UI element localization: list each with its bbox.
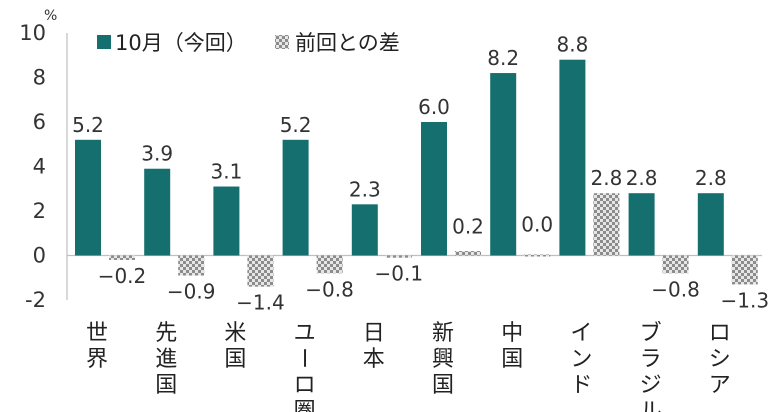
y-tick-label: 10 (19, 21, 46, 45)
legend-swatch-current (97, 35, 111, 49)
bar-current-6 (490, 73, 517, 256)
category-label-char: ル (640, 399, 662, 412)
bar-diff-6 (524, 254, 551, 257)
bar-current-5 (421, 122, 447, 256)
category-label: インド (570, 321, 592, 398)
bar-diff-1 (178, 255, 205, 276)
bar-diff-3 (316, 255, 343, 274)
category-label-char: ジ (640, 373, 662, 398)
bar-current-3 (282, 139, 309, 256)
bar-current-9 (697, 193, 724, 256)
legend: 10月（今回） 前回との差 (97, 31, 400, 55)
category-label-char: 国 (224, 347, 246, 372)
bar-diff-0 (109, 255, 135, 260)
data-label: 3.9 (141, 142, 173, 166)
category-label: 日本 (363, 321, 385, 372)
category-label-char: 進 (155, 347, 177, 372)
category-label-char: 世 (86, 321, 108, 346)
data-label: 2.8 (626, 166, 658, 190)
category-label-char: ン (570, 347, 592, 372)
category-label-char: ー (291, 347, 316, 369)
bar-current-4 (351, 204, 378, 256)
category-label: 新興国 (432, 321, 454, 398)
y-tick-label: 8 (33, 66, 46, 90)
legend-swatch-diff (275, 35, 289, 49)
data-label: −0.9 (167, 280, 216, 304)
category-label-char: ロ (709, 321, 731, 346)
category-label-char: ユ (294, 321, 316, 346)
category-label-char: 先 (155, 321, 177, 346)
category-label-char: 国 (155, 373, 177, 398)
category-label-char: ド (570, 373, 592, 398)
data-label: 0.0 (521, 213, 553, 237)
data-label: −0.2 (98, 264, 147, 288)
data-label: 5.2 (72, 113, 104, 137)
category-label-char: シ (709, 347, 731, 372)
data-label: 2.8 (695, 166, 727, 190)
data-label: 0.2 (452, 215, 484, 239)
category-label-char: 本 (363, 347, 385, 372)
data-label: 2.8 (590, 166, 622, 190)
category-label-char: 国 (432, 373, 454, 398)
category-label-char: 界 (86, 347, 108, 372)
y-tick-labels: 10 8 6 4 2 0 -2 (19, 21, 46, 312)
category-label: 米国 (224, 321, 246, 372)
data-label: −1.3 (721, 288, 770, 312)
category-label-char: 米 (224, 321, 246, 346)
bar-current-1 (144, 168, 171, 256)
data-label: −0.8 (651, 277, 700, 301)
bar-current-7 (559, 59, 586, 256)
category-label-char: 圏 (294, 399, 316, 412)
bar-diff-4 (385, 255, 412, 258)
data-label: 2.3 (349, 177, 381, 201)
category-label-char: 中 (501, 321, 523, 346)
bar-current-8 (628, 193, 655, 256)
category-label-char: イ (570, 321, 592, 346)
y-tick-label: 2 (33, 199, 46, 223)
category-label: 先進国 (155, 321, 177, 398)
category-label-char: 興 (432, 347, 454, 372)
y-tick-label: 6 (33, 110, 46, 134)
bar-current-2 (213, 186, 240, 256)
category-label: 世界 (86, 321, 108, 372)
legend-label-current: 10月（今回） (115, 31, 247, 55)
data-labels: 5.23.93.15.22.36.08.28.82.8 2.8−0.2−0.9 −1… (72, 33, 769, 315)
category-label-char: ラ (640, 347, 662, 372)
category-label-char: 国 (501, 347, 523, 372)
category-label-char: 新 (432, 321, 454, 346)
bar-diff-7 (593, 193, 620, 256)
category-label-char: ブ (640, 321, 662, 346)
category-label-char: ロ (294, 373, 316, 398)
bar-diff-8 (662, 255, 689, 274)
category-label-char: ア (709, 373, 731, 398)
data-label: 6.0 (418, 95, 450, 119)
data-label: −1.4 (236, 291, 285, 315)
bar-diff-2 (247, 255, 274, 287)
data-label: 3.1 (210, 160, 242, 184)
bars (75, 59, 758, 287)
legend-label-diff: 前回との差 (295, 31, 400, 55)
category-label-char: 日 (363, 321, 385, 346)
y-tick-label: 0 (33, 244, 46, 268)
data-label: 8.8 (556, 33, 588, 57)
data-label: 5.2 (280, 113, 312, 137)
data-label: −0.8 (305, 277, 354, 301)
y-tick-label: -2 (25, 288, 46, 312)
bar-diff-9 (731, 255, 758, 285)
category-label: ロシア (709, 321, 731, 398)
data-label: −0.1 (375, 262, 424, 286)
y-tick-label: 4 (33, 155, 46, 179)
bar-current-0 (75, 139, 101, 256)
bar-diff-5 (455, 251, 481, 256)
data-label: 8.2 (487, 46, 519, 70)
category-label: 中国 (501, 321, 523, 372)
y-unit-label: % (44, 8, 57, 24)
